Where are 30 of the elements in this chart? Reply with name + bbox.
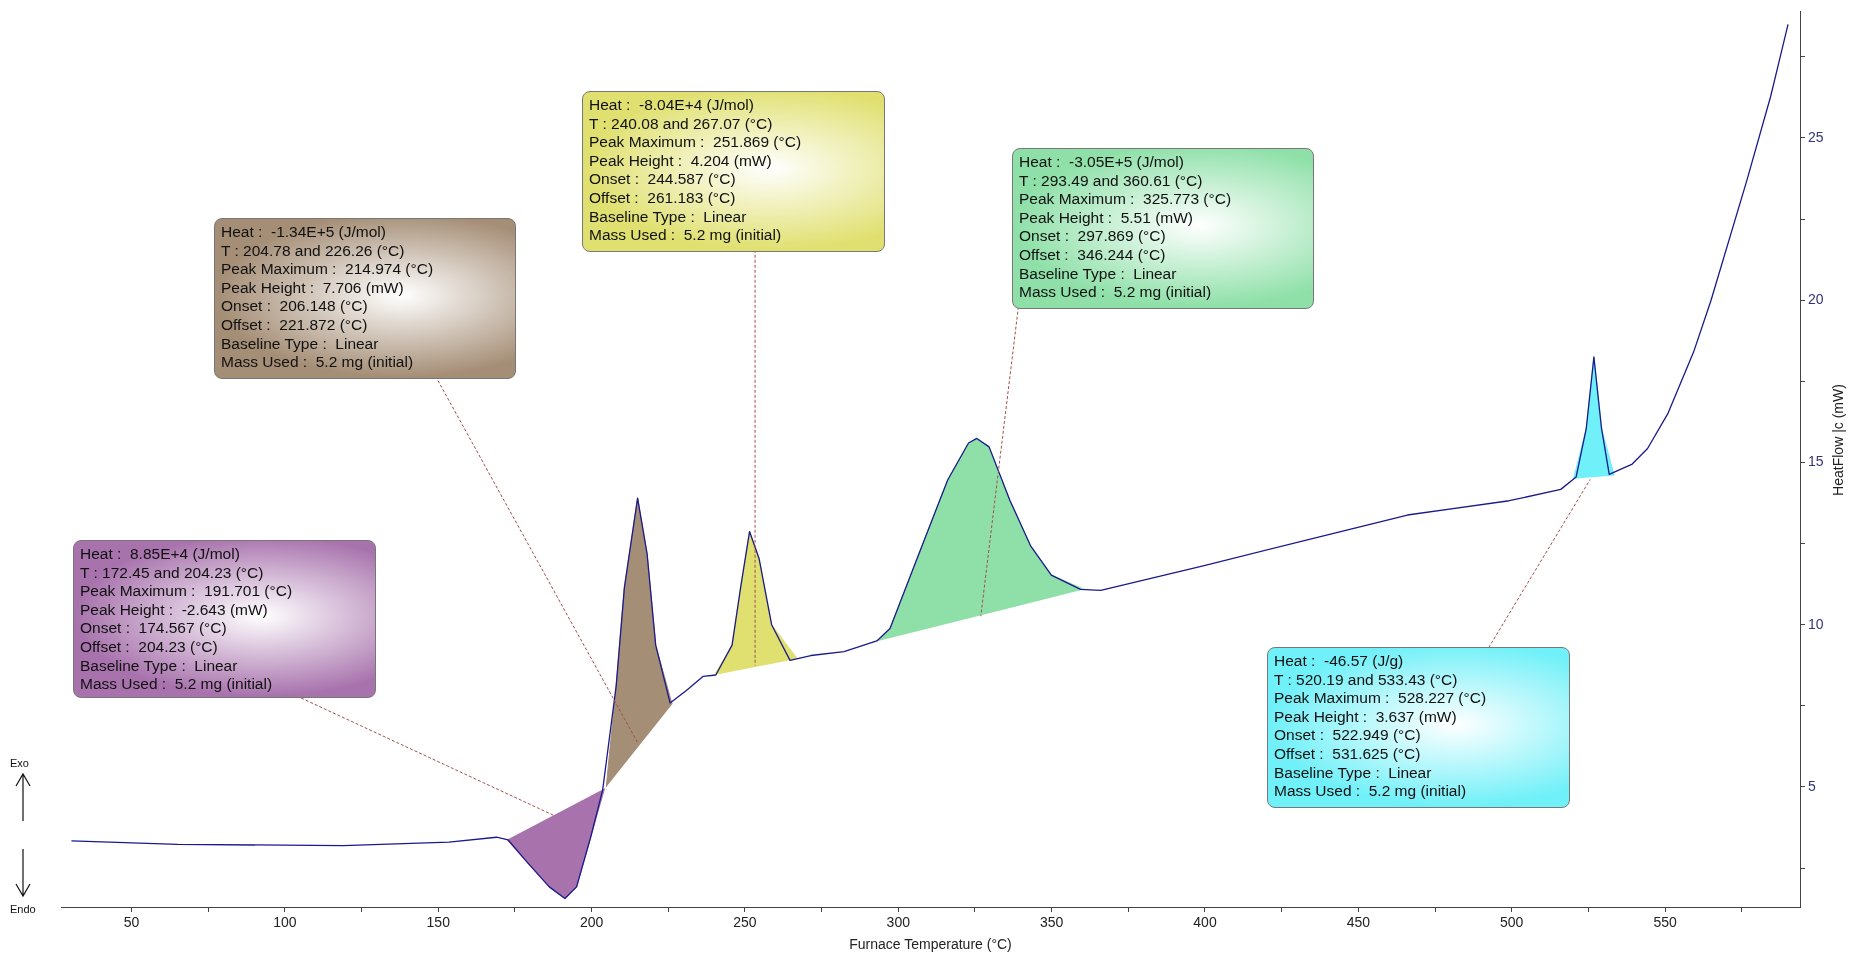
y-tick-label: 15: [1808, 453, 1824, 470]
callout-box: Heat : -8.04E+4 (J/mol) T : 240.08 and 267.07 (°C) Peak Maximum : 251.869 (°C) Peak Height : 4.204 (mW) Onset : 244.587 (°C) Offset : 261.183 (°C) Baseline Type : Linear Mass Used : 5.2 mg (initial): [582, 91, 885, 252]
callout-box: Heat : -1.34E+5 (J/mol) T : 204.78 and 226.26 (°C) Peak Maximum : 214.974 (°C) Peak Height : 7.706 (mW) Onset : 206.148 (°C) Offset : 221.872 (°C) Baseline Type : Linear Mass Used : 5.2 mg (initial): [214, 218, 516, 379]
x-tick-label: 350: [1039, 914, 1064, 931]
x-tick-label: 50: [123, 914, 140, 931]
y-axis-title: HeatFlow |c (mW): [1830, 384, 1846, 496]
annotation: Heat : -1.34E+5 (J/mol) T : 204.78 and 226.26 (°C) Peak Maximum : 214.974 (°C) Peak Height : 7.706 (mW) Onset : 206.148 (°C) Offset : 221.872 (°C) Baseline Type : Linear Mass Used : 5.2 mg (initial): [221, 223, 434, 371]
x-tick-label: 450: [1346, 914, 1371, 931]
y-tick-label: 10: [1808, 615, 1824, 632]
y-tick-label: 25: [1808, 128, 1824, 145]
x-tick-label: 400: [1193, 914, 1217, 931]
y-tick-label: 5: [1808, 777, 1816, 794]
x-tick-label: 250: [733, 914, 757, 931]
annotation: Heat : 8.85E+4 (J/mol) T : 172.45 and 204.23 (°C) Peak Maximum : 191.701 (°C) Peak Height : -2.643 (mW) Onset : 174.567 (°C) Offset : 204.23 (°C) Baseline Type : Linear Mass Used : 5.2 mg (initial): [80, 545, 293, 693]
x-axis-title: Furnace Temperature (°C): [849, 936, 1012, 953]
x-tick-label: 150: [426, 914, 451, 931]
x-tick-label: 100: [273, 914, 297, 931]
text: Endo: [10, 903, 36, 915]
callout-box: Heat : 8.85E+4 (J/mol) T : 172.45 and 204.23 (°C) Peak Maximum : 191.701 (°C) Peak Height : -2.643 (mW) Onset : 174.567 (°C) Offset : 204.23 (°C) Baseline Type : Linear Mass Used : 5.2 mg (initial): [73, 540, 376, 698]
x-tick-label: 500: [1500, 914, 1524, 931]
x-tick-label: 550: [1653, 914, 1677, 931]
callout-box: Heat : -3.05E+5 (J/mol) T : 293.49 and 360.61 (°C) Peak Maximum : 325.773 (°C) Peak Height : 5.51 (mW) Onset : 297.869 (°C) Offset : 346.244 (°C) Baseline Type : Linear Mass Used : 5.2 mg (initial): [1012, 148, 1314, 309]
annotation: Heat : -8.04E+4 (J/mol) T : 240.08 and 267.07 (°C) Peak Maximum : 251.869 (°C) Peak Height : 4.204 (mW) Onset : 244.587 (°C) Offset : 261.183 (°C) Baseline Type : Linear Mass Used : 5.2 mg (initial): [589, 96, 802, 244]
annotation: Heat : -46.57 (J/g) T : 520.19 and 533.43 (°C) Peak Maximum : 528.227 (°C) Peak Height : 3.637 (mW) Onset : 522.949 (°C) Offset : 531.625 (°C) Baseline Type : Linear Mass Used : 5.2 mg (initial): [1274, 652, 1487, 800]
y-tick-label: 20: [1808, 291, 1824, 308]
x-tick-label: 200: [579, 914, 604, 931]
text: Exo: [10, 757, 29, 769]
annotation: Heat : -3.05E+5 (J/mol) T : 293.49 and 360.61 (°C) Peak Maximum : 325.773 (°C) Peak Height : 5.51 (mW) Onset : 297.869 (°C) Offset : 346.244 (°C) Baseline Type : Linear Mass Used : 5.2 mg (initial): [1019, 153, 1232, 301]
callout-box: Heat : -46.57 (J/g) T : 520.19 and 533.43 (°C) Peak Maximum : 528.227 (°C) Peak Height : 3.637 (mW) Onset : 522.949 (°C) Offset : 531.625 (°C) Baseline Type : Linear Mass Used : 5.2 mg (initial): [1267, 647, 1570, 808]
x-tick-label: 300: [886, 914, 911, 931]
